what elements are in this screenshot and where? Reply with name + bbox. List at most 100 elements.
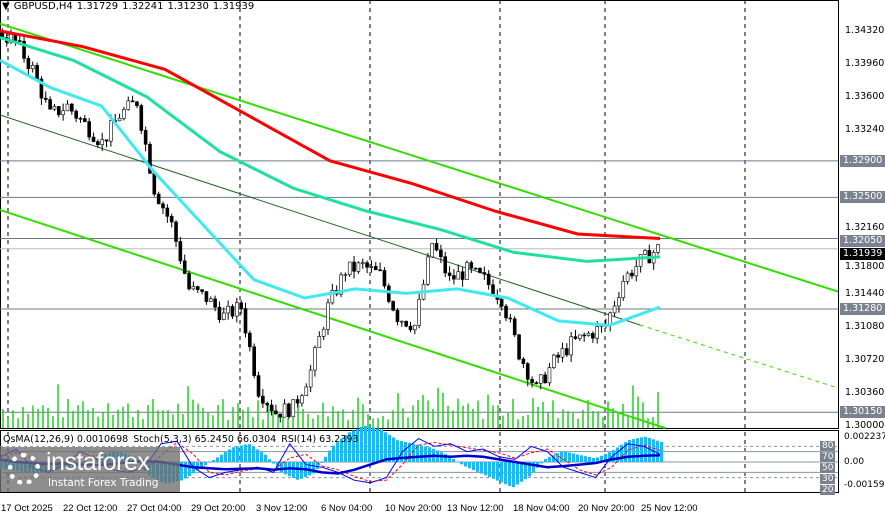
osma-bar [496,462,499,481]
candle-body [195,286,200,290]
candle-body [148,144,152,174]
osma-bar [596,457,599,462]
candle-body [460,271,465,280]
candle-body [143,130,148,145]
candle-body [117,117,122,122]
candle-body [643,250,647,255]
osma-bar [340,438,343,462]
osma-bar [368,426,371,462]
price-tick-label: 1.33960 [845,57,885,69]
candle-body [447,272,452,276]
osma-bar [320,462,323,463]
candle-body [347,261,352,275]
candle-body [139,105,144,131]
osma-bar [380,429,383,462]
candle-body [612,305,617,314]
candle-body [330,289,335,304]
candle-body [578,334,582,339]
price-tick-label: 1.31080 [845,321,885,333]
candle-body [96,141,100,146]
osma-bar [264,454,267,462]
osma-bar [516,462,519,485]
osma-bar [336,442,339,462]
osma-bar [364,425,367,462]
candle-body [269,404,274,412]
candle-body [621,280,626,299]
candle-body [230,306,235,317]
osma-bar [488,462,491,478]
candle-body [573,336,578,339]
osma-bar [216,457,219,462]
candle-body [317,336,322,349]
price-level-tag: 1.32500 [840,191,885,204]
price-tick-label: 1.31440 [845,288,885,300]
candle-body [43,97,48,100]
candle-body [130,100,135,103]
candle-body [326,302,330,330]
candle-body [339,274,343,295]
candle-body [22,40,26,59]
osma-bar [344,435,347,462]
candle-body [243,308,248,334]
osma-bar [508,462,511,486]
osma-bar [388,434,391,462]
osma-bar [312,462,315,474]
osma-bar [568,452,571,462]
candle-body [569,336,573,356]
osma-bar [384,432,387,462]
price-tick-label: 1.30000 [845,419,885,431]
osma-bar [504,462,507,485]
osma-bar [616,447,619,462]
candle-body [252,346,256,376]
candle-body [343,274,348,276]
time-tick-label: 13 Nov 12:00 [447,503,504,514]
candle-body [430,243,435,258]
osma-bar [208,462,211,463]
price-tick-label: 1.31800 [845,261,885,273]
candle-body [304,386,309,396]
osma-bar [232,447,235,462]
candle-body [473,267,478,270]
osma-bar [280,462,283,473]
candle-body [560,348,565,358]
candle-body [525,363,530,380]
candle-body [400,320,404,323]
osma-bar [188,462,191,476]
dropdown-triangle-icon[interactable]: ▼ [2,1,10,12]
candle-body [369,266,374,268]
osma-bar [324,456,327,462]
osma-bar [640,437,643,462]
candle-body [274,410,278,415]
indicator-level-tag: 20 [820,485,836,496]
time-tick-label: 6 Nov 04:00 [321,503,373,514]
candle-body [78,117,83,120]
candle-body [630,272,634,277]
osma-bar [296,462,299,480]
osma-bar [400,441,403,462]
candle-body [261,395,265,404]
candle-body [413,324,417,331]
osma-bar [472,462,475,471]
time-tick-label: 10 Nov 20:00 [385,503,442,514]
candle-body [221,312,226,320]
osma-bar [376,428,379,462]
indicator-max-label: 0.002237 [844,432,885,442]
candle-body [256,375,261,397]
osma-bar [600,455,603,462]
channel-middle-line [0,114,641,326]
candle-body [408,325,413,331]
indicator-header: OsMA(12,26,9) 0.0010698 Stoch(5,3,3) 65.… [3,434,358,445]
osma-bar [420,445,423,462]
price-level-tag: 1.32050 [840,235,885,248]
osma-bar [564,451,567,462]
candle-body [443,256,448,274]
candle-body [287,403,291,418]
candle-body [508,317,513,320]
time-tick-label: 29 Oct 20:00 [191,503,246,514]
candle-body [556,354,560,358]
candle-body [521,358,526,364]
ma-red-line [0,29,661,241]
price-tick-label: 1.30360 [845,387,885,399]
candle-body [295,399,300,404]
candle-body [534,382,539,384]
